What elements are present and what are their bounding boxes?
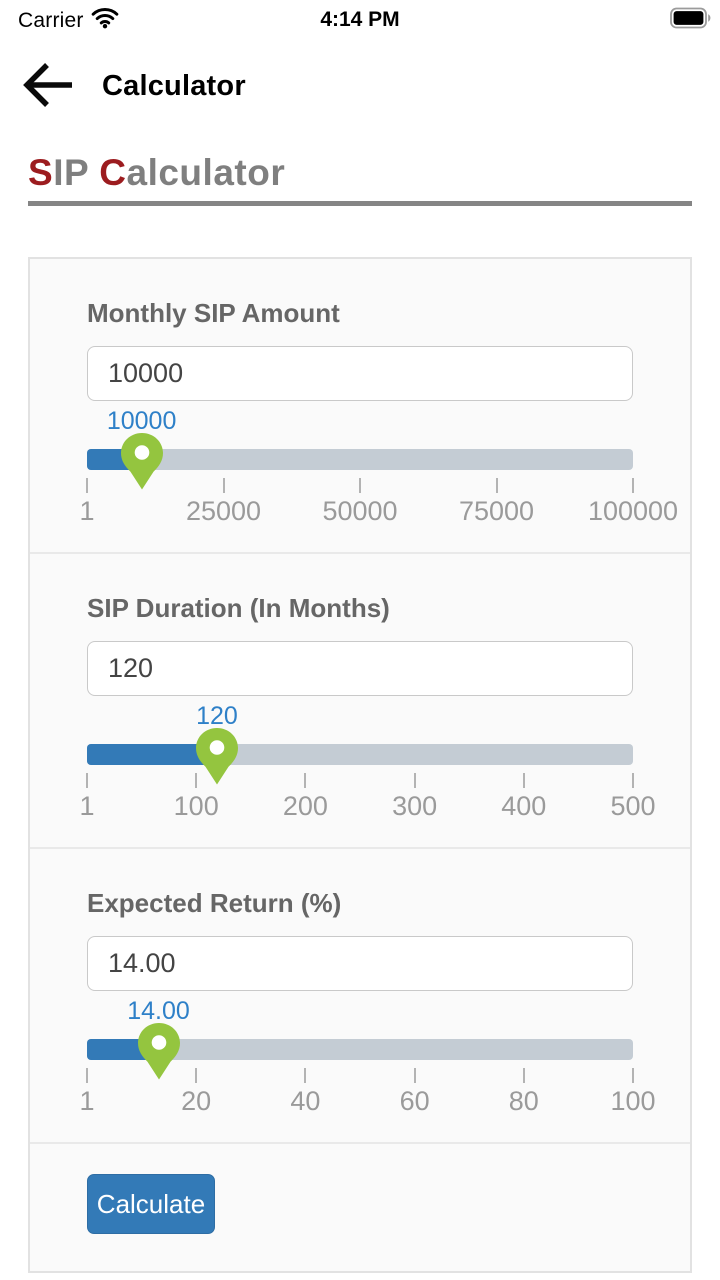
back-arrow-icon — [21, 61, 75, 112]
battery-icon — [670, 7, 712, 34]
slider-value-label: 14.00 — [127, 997, 190, 1025]
tick-mark — [413, 773, 416, 788]
tick-label: 1 — [79, 1086, 95, 1116]
carrier-label: Carrier — [18, 8, 84, 32]
tick-label: 300 — [392, 791, 438, 821]
tick-label: 75000 — [458, 496, 535, 526]
field-label: SIP Duration (In Months) — [87, 593, 390, 623]
tick-label: 400 — [501, 791, 547, 821]
tick-mark — [495, 478, 498, 493]
field-label: Expected Return (%) — [87, 888, 342, 918]
calculate-button[interactable]: Calculate — [87, 1174, 215, 1234]
sip-duration-input[interactable] — [87, 641, 633, 696]
tick-label: 20 — [181, 1086, 212, 1116]
tick-mark — [632, 1068, 634, 1083]
tick-label: 100 — [610, 1086, 656, 1116]
slider-pin-marker[interactable] — [120, 432, 164, 495]
tick-label: 60 — [399, 1086, 430, 1116]
page-title: Calculator — [102, 69, 246, 102]
slider-value-label: 120 — [196, 702, 238, 730]
tick-label: 200 — [282, 791, 328, 821]
tick-mark — [304, 1068, 307, 1083]
tick-label: 1 — [79, 791, 95, 821]
sip-calculator-heading: SIP Calculator — [28, 152, 286, 193]
tick-mark — [195, 1068, 198, 1083]
tick-mark — [86, 773, 88, 788]
tick-label: 25000 — [185, 496, 262, 526]
tick-label: 80 — [508, 1086, 539, 1116]
slider-pin-marker[interactable] — [195, 727, 239, 790]
monthly-sip-amount-input[interactable] — [87, 346, 633, 401]
field-monthly-sip-amount: Monthly SIP Amount 10000 1 25000 50000 7… — [30, 259, 690, 526]
tick-label: 40 — [290, 1086, 321, 1116]
expected-return-slider[interactable]: 14.00 1 20 40 60 80 100 — [79, 997, 655, 1116]
tick-mark — [359, 478, 361, 493]
slider-fill — [87, 744, 217, 765]
status-bar: Carrier 4:14 PM — [0, 0, 720, 44]
tick-label: 100000 — [587, 496, 679, 526]
nav-header: Calculator — [20, 60, 720, 112]
field-sip-duration: SIP Duration (In Months) 120 1 100 200 3… — [30, 552, 690, 821]
button-row: Calculate — [30, 1142, 690, 1271]
status-time: 4:14 PM — [320, 8, 400, 31]
tick-mark — [86, 478, 88, 493]
slider-value-label: 10000 — [106, 407, 177, 435]
sip-duration-slider[interactable]: 120 1 100 200 300 400 500 — [79, 702, 655, 821]
monthly-sip-amount-slider[interactable]: 10000 1 25000 50000 75000 100000 — [79, 407, 678, 526]
tick-mark — [222, 478, 225, 493]
tick-label: 500 — [610, 791, 656, 821]
tick-mark — [304, 773, 307, 788]
title-underline — [28, 201, 692, 206]
tick-mark — [86, 1068, 88, 1083]
tick-mark — [522, 773, 525, 788]
wifi-icon — [91, 7, 119, 34]
tick-mark — [632, 478, 634, 493]
tick-label: 50000 — [322, 496, 398, 526]
field-label: Monthly SIP Amount — [87, 298, 340, 328]
tick-label: 100 — [173, 791, 219, 821]
tick-mark — [522, 1068, 525, 1083]
tick-mark — [195, 773, 198, 788]
calculator-card: Monthly SIP Amount 10000 1 25000 50000 7… — [28, 257, 692, 1273]
slider-pin-marker[interactable] — [137, 1022, 181, 1085]
expected-return-input[interactable] — [87, 936, 633, 991]
tick-label: 1 — [79, 496, 95, 526]
tick-mark — [632, 773, 634, 788]
tick-mark — [413, 1068, 416, 1083]
field-expected-return: Expected Return (%) 14.00 1 20 40 60 80 … — [30, 847, 690, 1116]
back-button[interactable] — [20, 60, 76, 112]
